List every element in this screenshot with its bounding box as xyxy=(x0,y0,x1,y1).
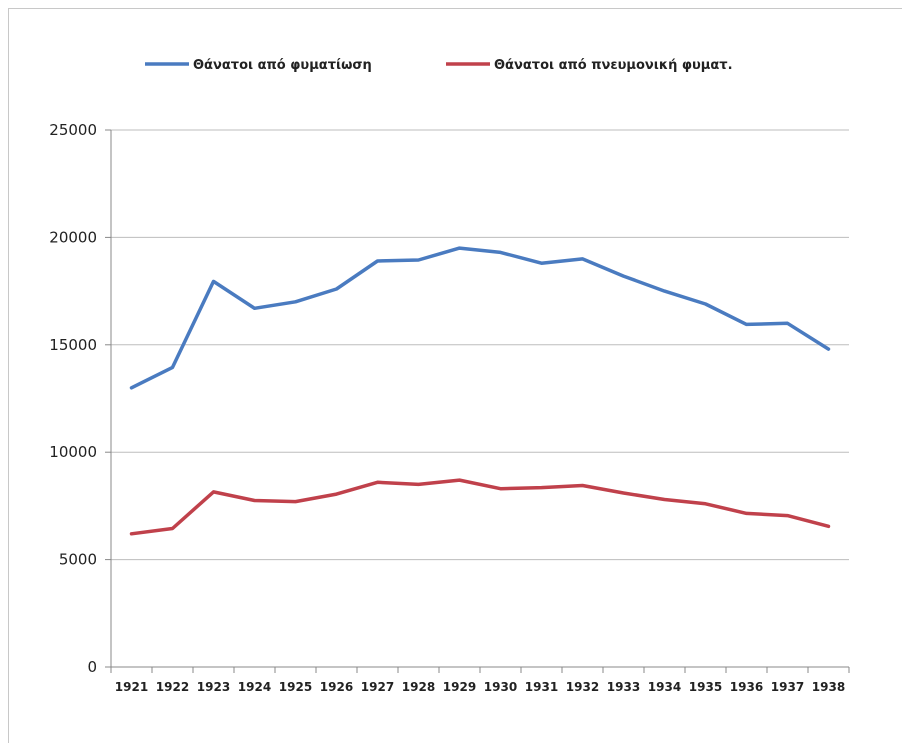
x-tick-label: 1931 xyxy=(525,680,558,694)
data-point xyxy=(704,502,708,506)
data-point xyxy=(622,274,626,278)
data-point xyxy=(540,261,544,265)
x-tick-label: 1928 xyxy=(402,680,435,694)
data-point xyxy=(253,499,257,503)
data-point xyxy=(499,487,503,491)
data-point xyxy=(745,511,749,515)
data-point xyxy=(827,524,831,528)
y-tick-label: 25000 xyxy=(49,121,97,139)
data-point xyxy=(417,482,421,486)
data-point xyxy=(704,302,708,306)
data-point xyxy=(212,279,216,283)
data-point xyxy=(458,478,462,482)
data-point xyxy=(376,259,380,263)
data-point xyxy=(294,300,298,304)
legend-label-2: Θάνατοι από πνευμονική φυματ. xyxy=(494,58,733,73)
data-point xyxy=(171,526,175,530)
data-point xyxy=(581,257,585,261)
x-tick-label: 1933 xyxy=(607,680,640,694)
data-point xyxy=(745,322,749,326)
data-point xyxy=(171,365,175,369)
x-tick-label: 1929 xyxy=(443,680,476,694)
x-tick-label: 1927 xyxy=(361,680,394,694)
y-tick-label: 5000 xyxy=(59,551,97,569)
x-tick-label: 1924 xyxy=(238,680,271,694)
data-point xyxy=(294,500,298,504)
y-tick-label: 20000 xyxy=(49,228,97,246)
series-line-2 xyxy=(129,478,831,536)
x-tick-label: 1936 xyxy=(730,680,763,694)
data-point xyxy=(458,246,462,250)
data-point xyxy=(130,386,134,390)
y-tick-label: 15000 xyxy=(49,336,97,354)
data-point xyxy=(335,492,339,496)
y-tick-label: 10000 xyxy=(49,443,97,461)
x-tick-label: 1938 xyxy=(812,680,845,694)
x-tick-label: 1930 xyxy=(484,680,517,694)
y-axis-ticks: 0 5000 10000 15000 20000 25000 xyxy=(49,121,111,676)
axes xyxy=(110,130,849,668)
x-tick-label: 1932 xyxy=(566,680,599,694)
x-tick-label: 1925 xyxy=(279,680,312,694)
legend-label-1: Θάνατοι από φυματίωση xyxy=(193,58,372,73)
x-tick-label: 1922 xyxy=(156,680,189,694)
series-line-1 xyxy=(129,246,831,390)
y-tick-label: 0 xyxy=(87,658,97,676)
series-lines xyxy=(129,246,831,536)
data-point xyxy=(499,250,503,254)
legend: Θάνατοι από φυματίωση Θάνατοι από πνευμον… xyxy=(145,58,733,73)
data-point xyxy=(663,289,667,293)
data-point xyxy=(253,306,257,310)
x-axis-ticks: 1921 1922 1923 1924 1925 1926 1927 1928 1929 1930… xyxy=(110,667,850,694)
x-tick-label: 1923 xyxy=(197,680,230,694)
grid-lines xyxy=(111,129,849,561)
data-point xyxy=(663,497,667,501)
data-point xyxy=(581,483,585,487)
data-point xyxy=(335,287,339,291)
data-point xyxy=(786,514,790,518)
data-point xyxy=(212,490,216,494)
x-tick-label: 1935 xyxy=(689,680,722,694)
x-tick-label: 1937 xyxy=(771,680,804,694)
data-point xyxy=(540,486,544,490)
data-point xyxy=(827,347,831,351)
data-point xyxy=(417,258,421,262)
x-tick-label: 1926 xyxy=(320,680,353,694)
data-point xyxy=(622,491,626,495)
x-tick-label: 1921 xyxy=(115,680,148,694)
data-point xyxy=(786,321,790,325)
data-point xyxy=(130,532,134,536)
x-tick-label: 1934 xyxy=(648,680,681,694)
data-point xyxy=(376,480,380,484)
